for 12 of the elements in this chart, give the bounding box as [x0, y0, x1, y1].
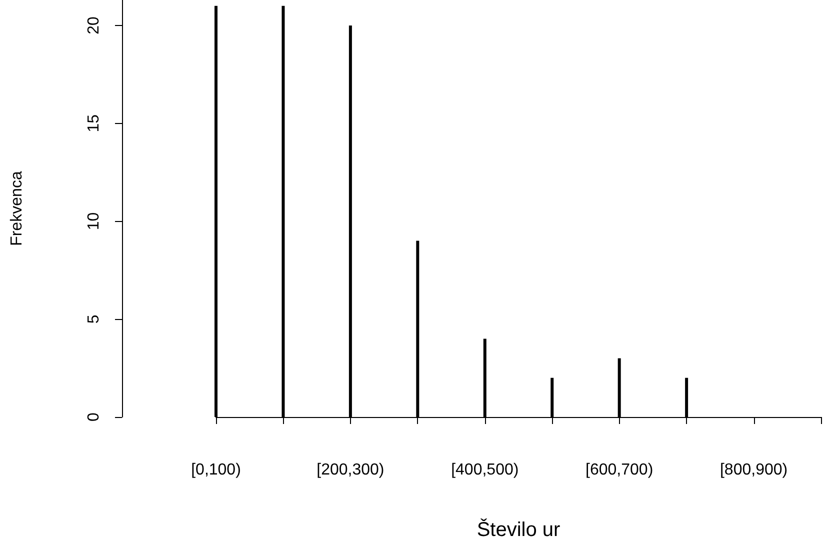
y-tick-label: 20: [86, 16, 102, 34]
y-tick-label: 10: [86, 212, 102, 230]
y-tick-label: 5: [86, 314, 102, 324]
x-tick-label: [800,900): [720, 462, 788, 478]
y-axis-title: Frekvenca: [8, 171, 26, 246]
x-axis-title: Število ur: [476, 518, 561, 541]
y-tick-label: 15: [86, 114, 102, 132]
x-tick-label: [400,500): [451, 462, 519, 478]
x-tick-label: [0,100): [191, 462, 241, 478]
y-tick-label: 0: [86, 412, 102, 422]
x-tick-label: [200,300): [316, 462, 384, 478]
x-tick-label: [600,700): [586, 462, 654, 478]
